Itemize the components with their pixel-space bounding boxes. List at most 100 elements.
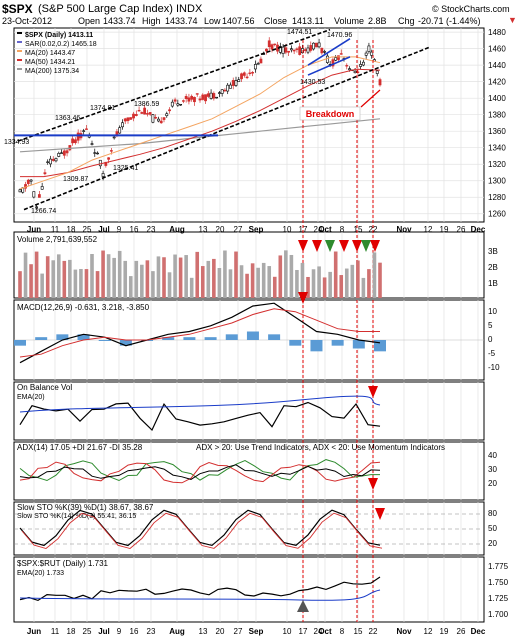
candle-body — [109, 150, 113, 152]
quote-close-label: Close — [264, 16, 288, 26]
candle-body — [43, 172, 47, 175]
volume-bar — [239, 265, 244, 298]
x-tick-label: 8 — [340, 627, 345, 636]
candle-body — [367, 45, 371, 52]
candle-body — [345, 65, 349, 67]
quote-low-label: Low — [204, 16, 221, 26]
candle-body — [143, 107, 147, 115]
volume-bar — [322, 277, 327, 298]
price-annotation: 1374.81 — [90, 105, 115, 112]
x-tick-label: 27 — [234, 627, 243, 636]
x-tick-label: 24 — [314, 225, 323, 234]
candle-body — [68, 145, 72, 151]
price-legend-item: MA(200) 1375.34 — [25, 68, 79, 75]
volume-bar — [128, 276, 133, 298]
x-tick-label: 23 — [147, 225, 156, 234]
x-tick-label: 16 — [130, 627, 139, 636]
volume-bar — [178, 257, 183, 298]
price-annotation: 1430.53 — [300, 79, 325, 86]
breakdown-box — [299, 106, 361, 121]
candle-body — [375, 70, 379, 74]
wedge-upper-line — [307, 38, 351, 66]
candle-body — [54, 158, 58, 162]
x-tick-label: 20 — [216, 225, 225, 234]
quote-high: 1433.74 — [165, 16, 198, 26]
candle-body — [217, 92, 221, 94]
relative-title: $SPX:$RUT (Daily) 1.731 — [17, 559, 109, 568]
x-tick-label: 25 — [83, 225, 92, 234]
volume-bar — [34, 251, 39, 298]
candle-body — [195, 93, 199, 95]
candle-body — [278, 46, 282, 53]
candle-body — [176, 103, 180, 106]
volume-bar — [328, 271, 332, 298]
sell-arrow-icon — [375, 508, 385, 520]
panel-frame-sto — [13, 501, 485, 556]
breakdown-label: Breakdown — [306, 109, 355, 119]
x-tick-label: 15 — [354, 225, 363, 234]
price-legend-item: MA(20) 1443.47 — [25, 50, 75, 57]
candle-body — [132, 113, 135, 119]
relative-y-label: 1.700 — [488, 610, 509, 619]
price-legend-item: MA(50) 1434.21 — [25, 59, 75, 66]
macd-y-label: 5 — [488, 321, 493, 330]
candle-body — [134, 114, 138, 116]
volume-bar — [372, 252, 377, 298]
volume-title: Volume 2,791,639,552 — [17, 235, 98, 244]
quote-volume-label: Volume — [334, 16, 365, 26]
x-tick-label: Aug — [169, 225, 185, 234]
volume-bar — [306, 276, 310, 298]
volume-bar — [101, 250, 105, 298]
sto-subtitle: Slow STO %K(14) %D(3) 55.41, 36.15 — [17, 513, 136, 520]
volume-bar — [45, 256, 50, 298]
volume-bar — [29, 264, 33, 298]
y-tick-label: 1460 — [488, 45, 506, 54]
legend-swatch — [17, 32, 22, 34]
candle-body — [289, 48, 293, 51]
volume-bar — [350, 264, 355, 298]
candle-body — [60, 152, 63, 154]
candle-body — [306, 47, 310, 53]
volume-bar — [361, 277, 366, 298]
candle-body — [26, 179, 30, 184]
volume-bar — [156, 256, 161, 298]
x-tick-label: 11 — [51, 225, 60, 234]
candle-body — [184, 96, 188, 99]
candle-body — [331, 59, 335, 67]
volume-bar — [162, 257, 166, 298]
candle-body — [323, 51, 327, 53]
candle-body — [37, 194, 41, 198]
sto-title: Slow STO %K(39) %D(1) 38.67, 38.67 — [17, 503, 154, 512]
candle-body — [190, 95, 194, 100]
candle-body — [35, 206, 39, 208]
candle-body — [242, 72, 246, 76]
candle-body — [209, 92, 213, 99]
sto-d-line — [21, 512, 383, 549]
legend-swatch — [17, 50, 22, 52]
quote-date: 23-Oct-2012 — [2, 16, 53, 26]
x-tick-label: 17 — [299, 627, 308, 636]
volume-bar — [95, 271, 100, 298]
macd-signal-line — [19, 308, 380, 358]
volume-bar — [90, 253, 94, 298]
macd-histogram-bar — [374, 340, 386, 352]
y-tick-label: 1400 — [488, 94, 506, 103]
candle-body — [145, 113, 149, 115]
x-tick-label: 12 — [424, 627, 433, 636]
sell-arrow-icon — [298, 240, 308, 252]
ma20-line — [19, 56, 381, 190]
candle-body — [187, 97, 191, 102]
volume-bar — [173, 254, 177, 298]
candle-body — [179, 104, 183, 106]
adx-y-label: 40 — [488, 451, 497, 460]
price-annotation: 1386.59 — [134, 101, 159, 108]
macd-line — [19, 302, 381, 364]
candle-body — [251, 72, 255, 74]
x-tick-label: 13 — [199, 225, 208, 234]
legend-swatch — [17, 68, 22, 70]
y-tick-label: 1420 — [488, 78, 506, 87]
relative-y-label: 1.750 — [488, 578, 509, 587]
candle-body — [353, 70, 357, 74]
candle-body — [18, 189, 22, 193]
volume-bar — [40, 273, 44, 298]
